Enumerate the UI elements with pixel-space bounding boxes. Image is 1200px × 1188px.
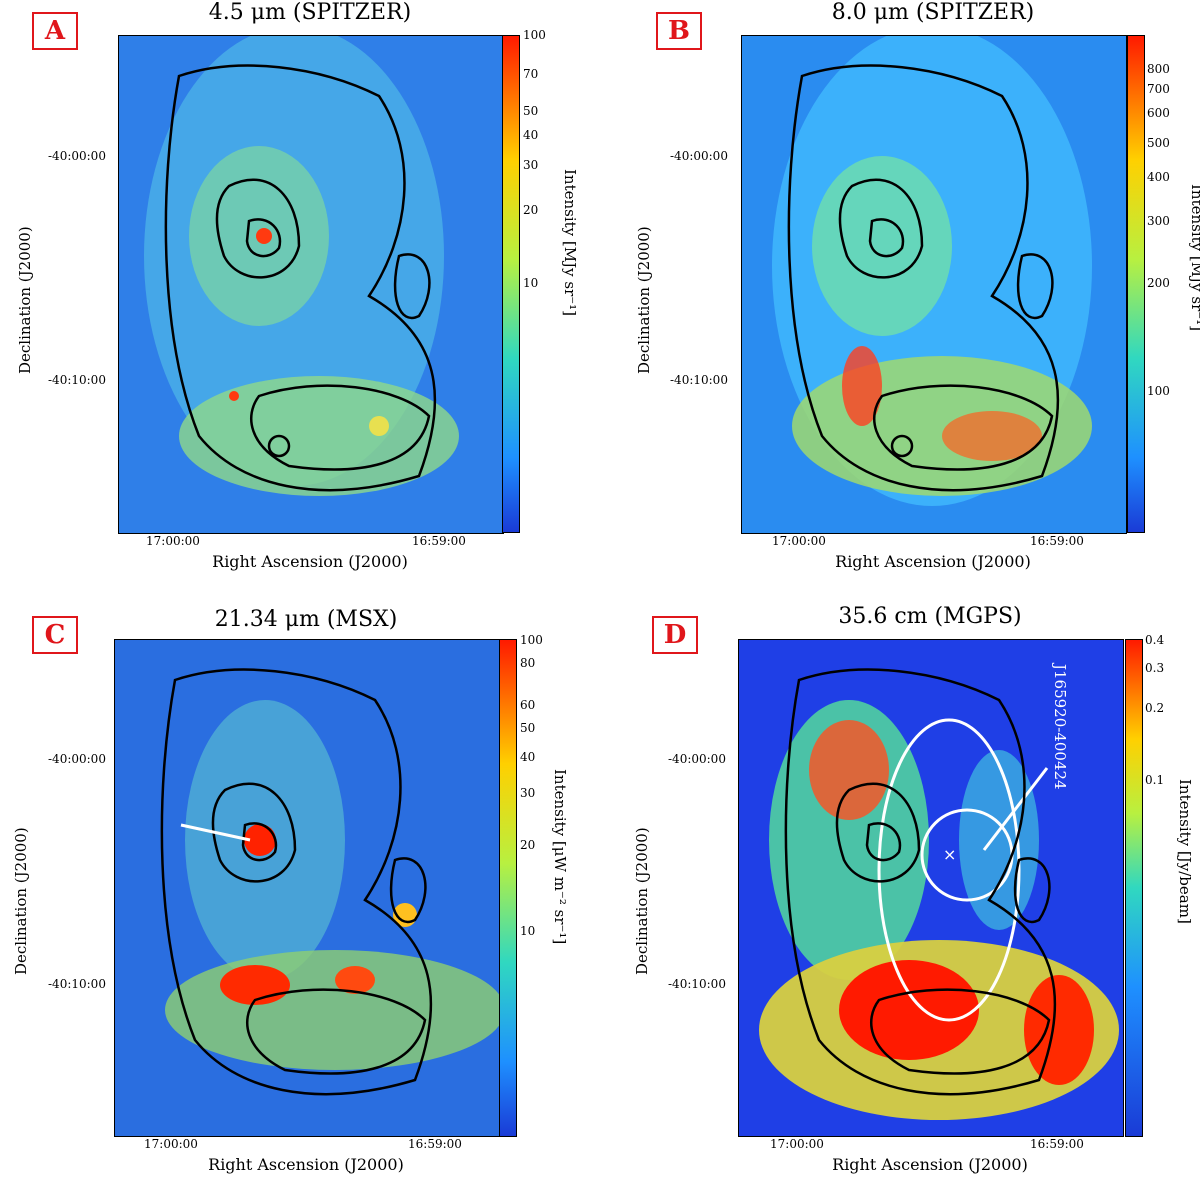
colorbar-tick: 100 <box>523 28 546 42</box>
panel-title: 4.5 μm (SPITZER) <box>208 0 412 25</box>
colorbar-tick: 100 <box>520 633 543 647</box>
colorbar <box>1125 639 1143 1137</box>
colorbar <box>1127 35 1145 533</box>
colorbar-tick: 0.1 <box>1145 773 1165 787</box>
x-tick: 16:59:00 <box>1030 1137 1084 1151</box>
colorbar-tick: 0.2 <box>1145 701 1165 715</box>
colorbar-tick: 800 <box>1147 62 1170 76</box>
x-axis-label: Right Ascension (J2000) <box>208 1155 404 1174</box>
colorbar-tick: 40 <box>520 750 536 764</box>
colorbar-tick: 80 <box>520 656 536 670</box>
colorbar-tick: 700 <box>1147 82 1170 96</box>
panel-letter: A <box>32 12 78 50</box>
colorbar-tick: 50 <box>520 721 536 735</box>
source-annotation: J165920-400424 <box>1051 664 1069 790</box>
colorbar-tick: 0.3 <box>1145 661 1165 675</box>
colorbar-tick: 20 <box>523 203 539 217</box>
svg-text:×: × <box>943 845 956 864</box>
colorbar-label: Intensity [μW m⁻² sr⁻¹] <box>551 769 569 945</box>
colorbar-tick: 60 <box>520 698 536 712</box>
colorbar-tick: 70 <box>523 67 539 81</box>
colorbar-label: Intensity [MJy sr⁻¹] <box>561 169 579 317</box>
y-tick: -40:10:00 <box>48 977 106 991</box>
sky-image <box>114 639 500 1137</box>
colorbar-tick: 30 <box>520 786 536 800</box>
panel-letter: B <box>656 12 702 50</box>
panel-letter: C <box>32 616 78 654</box>
y-tick: -40:10:00 <box>668 977 726 991</box>
colorbar <box>502 35 520 533</box>
colorbar-tick: 400 <box>1147 170 1170 184</box>
y-tick: -40:00:00 <box>670 149 728 163</box>
panel-c: C 21.34 μm (MSX) IRAS16562-3959 100 80 6… <box>0 600 600 1188</box>
colorbar-tick: 100 <box>1147 384 1170 398</box>
x-tick: 17:00:00 <box>772 534 826 548</box>
x-axis-label: Right Ascension (J2000) <box>835 552 1031 571</box>
colorbar-tick: 200 <box>1147 276 1170 290</box>
panel-title: 8.0 μm (SPITZER) <box>831 0 1035 25</box>
x-tick: 17:00:00 <box>770 1137 824 1151</box>
panel-letter: D <box>652 616 698 654</box>
x-tick: 16:59:00 <box>408 1137 462 1151</box>
colorbar-tick: 0.4 <box>1145 633 1165 647</box>
sky-image: × <box>738 639 1124 1137</box>
y-tick: -40:00:00 <box>48 149 106 163</box>
y-axis-label: Declination (J2000) <box>633 827 651 975</box>
y-tick: -40:10:00 <box>48 373 106 387</box>
y-tick: -40:00:00 <box>48 752 106 766</box>
colorbar-tick: 20 <box>520 838 536 852</box>
colorbar-tick: 40 <box>523 128 539 142</box>
sky-image <box>118 35 504 534</box>
panel-title: 35.6 cm (MGPS) <box>838 604 1022 629</box>
x-tick: 16:59:00 <box>1030 534 1084 548</box>
colorbar <box>499 639 517 1137</box>
panel-d: D 35.6 cm (MGPS) × J165920-400424 0.4 0.… <box>600 600 1200 1188</box>
x-axis-label: Right Ascension (J2000) <box>212 552 408 571</box>
y-axis-label: Declination (J2000) <box>12 827 30 975</box>
x-tick: 17:00:00 <box>144 1137 198 1151</box>
colorbar-tick: 10 <box>520 924 536 938</box>
colorbar-tick: 600 <box>1147 106 1170 120</box>
colorbar-label: Intensity [MJy sr⁻¹] <box>1188 184 1200 332</box>
y-tick: -40:10:00 <box>670 373 728 387</box>
colorbar-tick: 300 <box>1147 214 1170 228</box>
x-axis-label: Right Ascension (J2000) <box>832 1155 1028 1174</box>
panel-a: A 4.5 μm (SPITZER) 100 70 50 40 30 20 10… <box>0 0 600 588</box>
colorbar-tick: 30 <box>523 158 539 172</box>
x-tick: 17:00:00 <box>146 534 200 548</box>
panel-title: 21.34 μm (MSX) <box>214 607 398 632</box>
y-tick: -40:00:00 <box>668 752 726 766</box>
y-axis-label: Declination (J2000) <box>16 226 34 374</box>
colorbar-label: Intensity [Jy/beam] <box>1176 779 1194 924</box>
panel-b: B 8.0 μm (SPITZER) 800 700 600 500 400 3… <box>600 0 1200 588</box>
colorbar-tick: 10 <box>523 276 539 290</box>
x-tick: 16:59:00 <box>412 534 466 548</box>
sky-image <box>741 35 1127 534</box>
source-annotation: IRAS16562-3959 <box>71 779 89 909</box>
y-axis-label: Declination (J2000) <box>635 226 653 374</box>
colorbar-tick: 500 <box>1147 136 1170 150</box>
colorbar-tick: 50 <box>523 104 539 118</box>
